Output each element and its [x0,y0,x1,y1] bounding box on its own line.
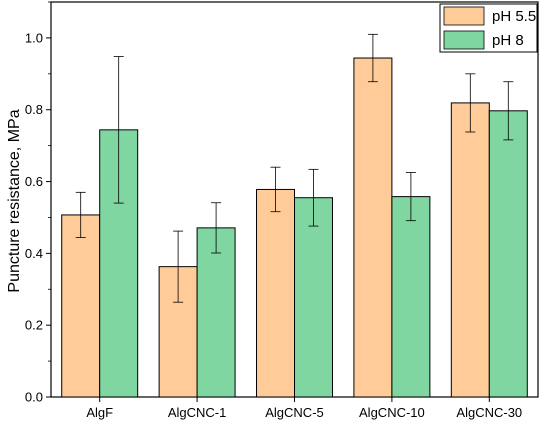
x-tick-label: AlgCNC-30 [456,405,522,420]
y-tick-label: 1.0 [25,30,43,45]
x-axis: AlgF AlgCNC-1 AlgCNC-5 AlgCNC-10 AlgCNC-30 [86,397,522,420]
y-tick-label: 0.0 [25,390,43,405]
y-tick-label: 0.6 [25,174,43,189]
y-axis: 0.0 0.2 0.4 0.6 0.8 1.0 [25,1,51,405]
error-bars-layer [75,33,514,303]
legend-label: pH 8 [492,32,524,49]
legend-label: pH 5.5 [492,8,536,25]
x-tick-label: AlgCNC-1 [168,405,227,420]
bar-AlgCNC-1-pH8 [196,227,236,398]
y-axis-title: Puncture resistance, MPa [6,109,23,292]
y-tick-label: 0.4 [25,246,43,261]
bar-AlgF-pH5.5 [61,214,101,398]
legend-swatch [443,6,485,26]
bar-AlgCNC-30-pH8 [488,110,528,398]
legend-swatch [443,30,485,50]
bar-AlgCNC-30-pH5.5 [450,102,490,398]
bars-layer [61,57,528,398]
y-tick-label: 0.8 [25,102,43,117]
x-tick-label: AlgCNC-5 [265,405,324,420]
bar-AlgCNC-5-pH8 [294,197,333,398]
x-tick-label: AlgCNC-10 [359,405,425,420]
bar-AlgCNC-5-pH5.5 [256,188,296,398]
bar-AlgCNC-10-pH8 [391,196,431,398]
x-tick-label: AlgF [86,405,113,420]
legend: pH 5.5 pH 8 [439,3,538,53]
bar-AlgCNC-10-pH5.5 [353,57,393,398]
y-tick-label: 0.2 [25,318,43,333]
